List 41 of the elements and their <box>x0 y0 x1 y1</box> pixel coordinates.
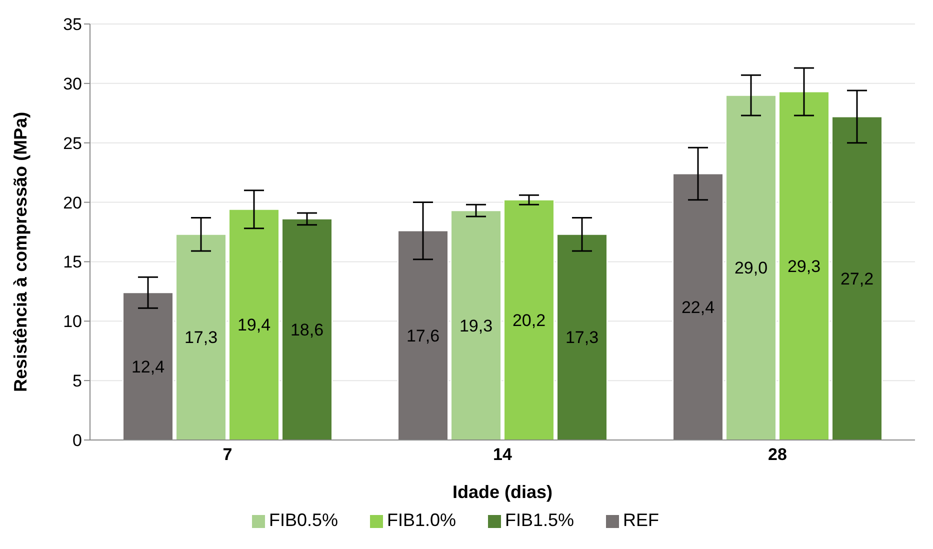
legend-label: REF <box>623 510 660 530</box>
data-label: 20,2 <box>512 310 546 330</box>
legend-label: FIB1.5% <box>505 510 574 530</box>
y-tick-label: 15 <box>63 252 82 272</box>
y-tick-label: 5 <box>72 372 82 391</box>
bar <box>778 91 830 440</box>
bar <box>398 230 448 440</box>
data-label: 17,3 <box>565 328 599 348</box>
data-label: 27,2 <box>840 269 874 288</box>
bar <box>556 234 608 440</box>
y-tick-label: 35 <box>63 15 82 34</box>
x-axis-title: Idade (dias) <box>452 482 553 502</box>
y-tick-label: 30 <box>63 74 82 94</box>
x-tick-label: 14 <box>493 445 512 464</box>
bar <box>450 210 502 440</box>
bar <box>176 234 226 440</box>
data-label: 17,6 <box>406 326 440 346</box>
bar <box>228 208 280 440</box>
y-tick-label: 25 <box>63 134 82 153</box>
data-label: 22,4 <box>681 298 715 317</box>
bar <box>122 292 174 440</box>
data-label: 12,4 <box>131 357 165 376</box>
data-label: 29,3 <box>787 256 821 276</box>
y-tick-label: 10 <box>63 312 82 332</box>
data-label: 18,6 <box>290 320 324 340</box>
data-label: 19,3 <box>459 316 493 336</box>
y-tick-label: 20 <box>63 193 82 212</box>
x-tick-label: 28 <box>768 445 787 464</box>
legend-label: FIB1.0% <box>386 510 456 530</box>
bar <box>504 199 554 440</box>
bar <box>726 94 776 440</box>
legend-label: FIB0.5% <box>268 510 338 530</box>
data-label: 19,4 <box>237 316 271 335</box>
data-label: 17,3 <box>184 328 218 348</box>
bar <box>672 173 724 440</box>
bar <box>282 218 332 440</box>
y-tick-label: 0 <box>72 431 82 450</box>
bar <box>832 116 882 440</box>
y-axis-title: Resistência à compressão (MPa) <box>10 112 30 392</box>
data-label: 29,0 <box>734 258 768 278</box>
x-tick-label: 7 <box>222 445 232 464</box>
